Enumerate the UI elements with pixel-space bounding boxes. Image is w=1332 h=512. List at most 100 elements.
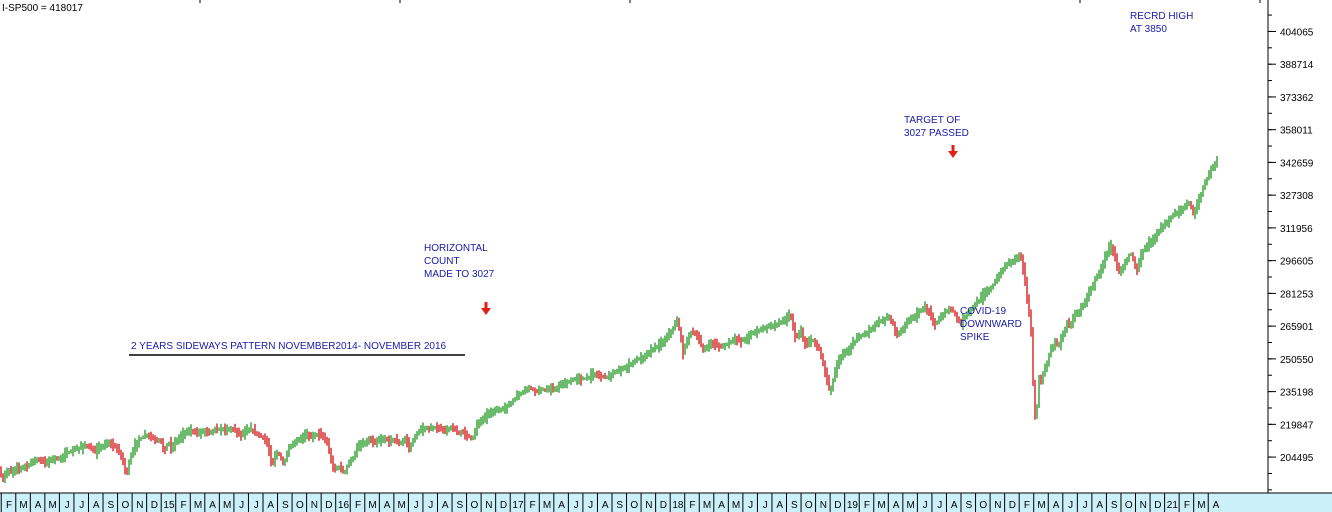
y-axis: 404065 388714 373362 358011 342659 327308 3119…: [1267, 0, 1314, 493]
x-tick-label-15: M: [223, 500, 231, 511]
x-tick-label-28: J: [414, 500, 419, 511]
y-tick-label-12: 219847: [1280, 420, 1314, 431]
x-tick-label-74: J: [1083, 500, 1088, 511]
x-tick-label-61: A: [893, 500, 900, 511]
x-tick-label-73: J: [1068, 500, 1073, 511]
annotation-2-line-0: TARGET OF: [904, 115, 960, 126]
x-tick-label-24: F: [355, 500, 361, 511]
x-tick-label-52: J: [763, 500, 768, 511]
x-tick-label-41: A: [602, 500, 609, 511]
x-tick-label-30: A: [442, 500, 449, 511]
x-tick-label-64: J: [937, 500, 942, 511]
x-tick-label-21: N: [311, 500, 318, 511]
x-tick-label-33: N: [485, 500, 492, 511]
x-tick-label-1: M: [19, 500, 27, 511]
x-tick-label-48: M: [703, 500, 711, 511]
horizontal-count-arrow: [481, 302, 491, 315]
x-tick-label-26: A: [384, 500, 391, 511]
x-tick-label-23: 16: [338, 500, 350, 511]
y-tick-label-1: 388714: [1280, 60, 1314, 71]
annotation-4-line-0: RECRD HIGH: [1130, 11, 1193, 22]
x-tick-label-81: F: [1184, 500, 1190, 511]
x-tick-label-83: A: [1213, 500, 1220, 511]
x-tick-label-57: D: [834, 500, 841, 511]
x-tick-label-39: J: [574, 500, 579, 511]
annotations: 2 YEARS SIDEWAYS PATTERN NOVEMBER2014- N…: [129, 11, 1193, 356]
x-tick-label-9: N: [136, 500, 143, 511]
x-tick-label-8: O: [121, 500, 129, 511]
x-tick-label-13: M: [194, 500, 202, 511]
annotation-1-line-2: MADE TO 3027: [424, 269, 495, 280]
target-passed-arrow: [948, 145, 958, 158]
chart-title: I-SP500 = 418017: [2, 3, 83, 14]
y-tick-label-13: 204495: [1280, 453, 1314, 464]
x-tick-label-82: M: [1197, 500, 1205, 511]
x-tick-label-65: A: [951, 500, 958, 511]
x-tick-label-44: N: [645, 500, 652, 511]
x-tick-label-31: S: [456, 500, 463, 511]
x-tick-label-0: F: [6, 500, 12, 511]
top-axis-ticks: [199, 0, 1261, 3]
x-tick-label-11: 15: [163, 500, 175, 511]
x-tick-label-68: N: [994, 500, 1001, 511]
x-tick-label-4: J: [65, 500, 70, 511]
x-tick-label-7: S: [107, 500, 114, 511]
x-tick-label-19: S: [282, 500, 289, 511]
annotation-1-line-1: COUNT: [424, 256, 460, 267]
x-tick-label-17: J: [254, 500, 259, 511]
annotation-3-line-2: SPIKE: [960, 332, 990, 343]
x-tick-label-58: 19: [847, 500, 859, 511]
x-tick-label-42: S: [616, 500, 623, 511]
x-tick-label-38: A: [558, 500, 565, 511]
x-tick-label-66: S: [965, 500, 972, 511]
x-tick-label-67: O: [979, 500, 987, 511]
x-tick-label-6: A: [93, 500, 100, 511]
y-tick-label-8: 281253: [1280, 289, 1314, 300]
y-tick-label-10: 250550: [1280, 355, 1314, 366]
x-tick-label-51: J: [748, 500, 753, 511]
x-tick-label-36: F: [529, 500, 535, 511]
x-tick-label-43: O: [630, 500, 638, 511]
x-tick-label-29: J: [428, 500, 433, 511]
x-tick-label-34: D: [500, 500, 507, 511]
x-tick-label-5: J: [79, 500, 84, 511]
x-tick-label-18: A: [267, 500, 274, 511]
y-tick-label-0: 404065: [1280, 27, 1314, 38]
x-tick-label-78: N: [1140, 500, 1147, 511]
x-tick-label-20: O: [296, 500, 304, 511]
x-tick-label-71: M: [1037, 500, 1045, 511]
x-tick-label-47: F: [689, 500, 695, 511]
y-tick-label-6: 311956: [1280, 224, 1313, 235]
x-tick-label-70: F: [1024, 500, 1030, 511]
x-tick-label-46: 18: [672, 500, 684, 511]
x-axis: F M A M J J A S O N D 15 F M A M J J A S O N D 16 F M A M J J A S O N D 17 F…: [0, 492, 1332, 512]
x-tick-label-54: S: [791, 500, 798, 511]
x-tick-label-63: J: [923, 500, 928, 511]
x-tick-label-22: D: [325, 500, 332, 511]
x-tick-label-62: M: [906, 500, 914, 511]
x-tick-label-2: A: [35, 500, 42, 511]
y-tick-label-4: 342659: [1280, 158, 1314, 169]
y-tick-label-2: 373362: [1280, 93, 1314, 104]
x-tick-label-59: F: [864, 500, 870, 511]
x-tick-label-32: O: [470, 500, 478, 511]
x-tick-label-49: A: [718, 500, 725, 511]
x-tick-label-35: 17: [512, 500, 524, 511]
x-tick-label-45: D: [660, 500, 667, 511]
x-tick-label-10: D: [151, 500, 158, 511]
x-tick-label-37: M: [543, 500, 551, 511]
x-tick-label-27: M: [397, 500, 405, 511]
x-tick-label-69: D: [1009, 500, 1016, 511]
x-tick-label-56: N: [820, 500, 827, 511]
annotation-1-line-0: HORIZONTAL: [424, 243, 488, 254]
x-tick-label-75: A: [1096, 500, 1103, 511]
x-tick-label-55: O: [805, 500, 813, 511]
y-tick-label-9: 265901: [1280, 322, 1314, 333]
x-tick-label-80: 21: [1167, 500, 1179, 511]
annotation-3-line-1: DOWNWARD: [960, 319, 1022, 330]
x-tick-label-25: M: [368, 500, 376, 511]
annotation-4-line-1: AT 3850: [1130, 24, 1167, 35]
x-tick-label-12: F: [180, 500, 186, 511]
